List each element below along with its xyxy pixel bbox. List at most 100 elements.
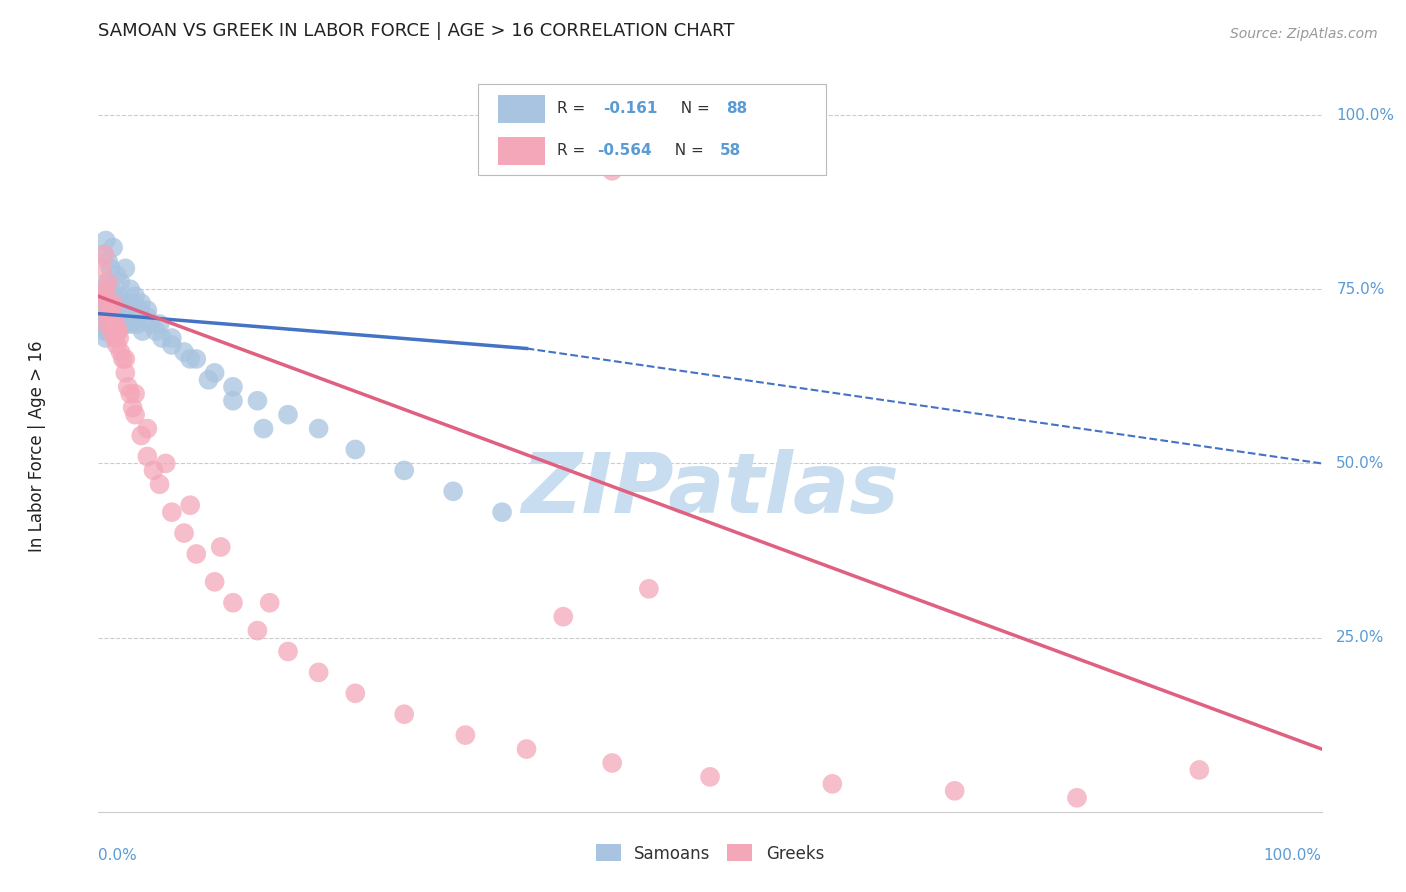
- Point: [97, 296, 120, 310]
- Point: [149, 477, 172, 491]
- Point: [110, 317, 132, 331]
- Point: [197, 373, 219, 387]
- Point: [246, 393, 269, 408]
- Point: [155, 457, 177, 471]
- Point: [160, 338, 183, 352]
- Point: [699, 770, 721, 784]
- Point: [107, 324, 129, 338]
- Point: [186, 351, 208, 366]
- Point: [98, 310, 121, 325]
- Point: [94, 310, 117, 325]
- Point: [112, 310, 135, 325]
- Point: [392, 463, 416, 477]
- Point: [124, 408, 146, 422]
- Point: [94, 331, 117, 345]
- Text: 100.0%: 100.0%: [1336, 108, 1395, 122]
- Point: [117, 380, 139, 394]
- Point: [121, 401, 143, 415]
- Point: [600, 756, 623, 770]
- Point: [101, 289, 124, 303]
- Point: [91, 310, 114, 325]
- Point: [96, 317, 118, 331]
- Point: [104, 317, 127, 331]
- Legend: Samoans, Greeks: Samoans, Greeks: [589, 838, 831, 869]
- Point: [100, 261, 122, 276]
- Point: [308, 421, 330, 435]
- Point: [91, 296, 114, 310]
- Text: In Labor Force | Age > 16: In Labor Force | Age > 16: [28, 340, 46, 552]
- Point: [515, 742, 537, 756]
- Text: 25.0%: 25.0%: [1336, 630, 1385, 645]
- Text: R =: R =: [557, 101, 595, 116]
- Text: SAMOAN VS GREEK IN LABOR FORCE | AGE > 16 CORRELATION CHART: SAMOAN VS GREEK IN LABOR FORCE | AGE > 1…: [98, 21, 735, 40]
- Point: [93, 282, 115, 296]
- Point: [117, 296, 139, 310]
- Text: 75.0%: 75.0%: [1336, 282, 1385, 297]
- Point: [93, 247, 115, 261]
- Point: [186, 547, 208, 561]
- Point: [637, 582, 661, 596]
- Point: [173, 345, 195, 359]
- Point: [127, 317, 149, 331]
- Point: [179, 351, 201, 366]
- Point: [136, 303, 159, 318]
- Point: [104, 310, 127, 325]
- Point: [120, 282, 142, 296]
- Point: [129, 428, 152, 442]
- Point: [139, 317, 162, 331]
- Point: [173, 526, 195, 541]
- Text: 100.0%: 100.0%: [1264, 848, 1322, 863]
- Point: [160, 331, 183, 345]
- Text: N =: N =: [665, 144, 709, 158]
- Bar: [498, 136, 546, 165]
- Point: [246, 624, 269, 638]
- Point: [277, 408, 299, 422]
- Point: [553, 609, 575, 624]
- Text: 50.0%: 50.0%: [1336, 456, 1385, 471]
- Point: [107, 310, 129, 325]
- Point: [98, 296, 121, 310]
- Point: [136, 450, 159, 464]
- Point: [110, 345, 132, 359]
- Point: [179, 498, 201, 512]
- Point: [120, 386, 142, 401]
- Point: [308, 665, 330, 680]
- Point: [97, 303, 120, 318]
- Point: [136, 310, 159, 325]
- Point: [101, 240, 124, 254]
- FancyBboxPatch shape: [478, 84, 827, 176]
- Point: [94, 289, 117, 303]
- Point: [454, 728, 477, 742]
- Point: [94, 282, 117, 296]
- Point: [111, 317, 134, 331]
- Point: [105, 317, 128, 331]
- Point: [600, 164, 623, 178]
- Point: [101, 310, 124, 325]
- Point: [252, 421, 274, 435]
- Point: [93, 303, 115, 318]
- Point: [110, 303, 132, 318]
- Point: [100, 303, 122, 318]
- Point: [97, 289, 120, 303]
- Point: [100, 282, 122, 296]
- Text: N =: N =: [671, 101, 714, 116]
- Point: [124, 289, 146, 303]
- Point: [121, 296, 143, 310]
- Point: [91, 289, 114, 303]
- Point: [204, 574, 226, 589]
- Point: [120, 317, 142, 331]
- Point: [103, 296, 125, 310]
- Point: [108, 289, 131, 303]
- Point: [222, 596, 245, 610]
- Point: [115, 317, 138, 331]
- Point: [120, 303, 142, 318]
- Point: [100, 303, 122, 318]
- Point: [103, 331, 125, 345]
- Point: [114, 366, 136, 380]
- Point: [97, 254, 120, 268]
- Point: [142, 463, 165, 477]
- Point: [111, 296, 134, 310]
- Point: [259, 596, 281, 610]
- Point: [204, 366, 226, 380]
- Point: [96, 296, 118, 310]
